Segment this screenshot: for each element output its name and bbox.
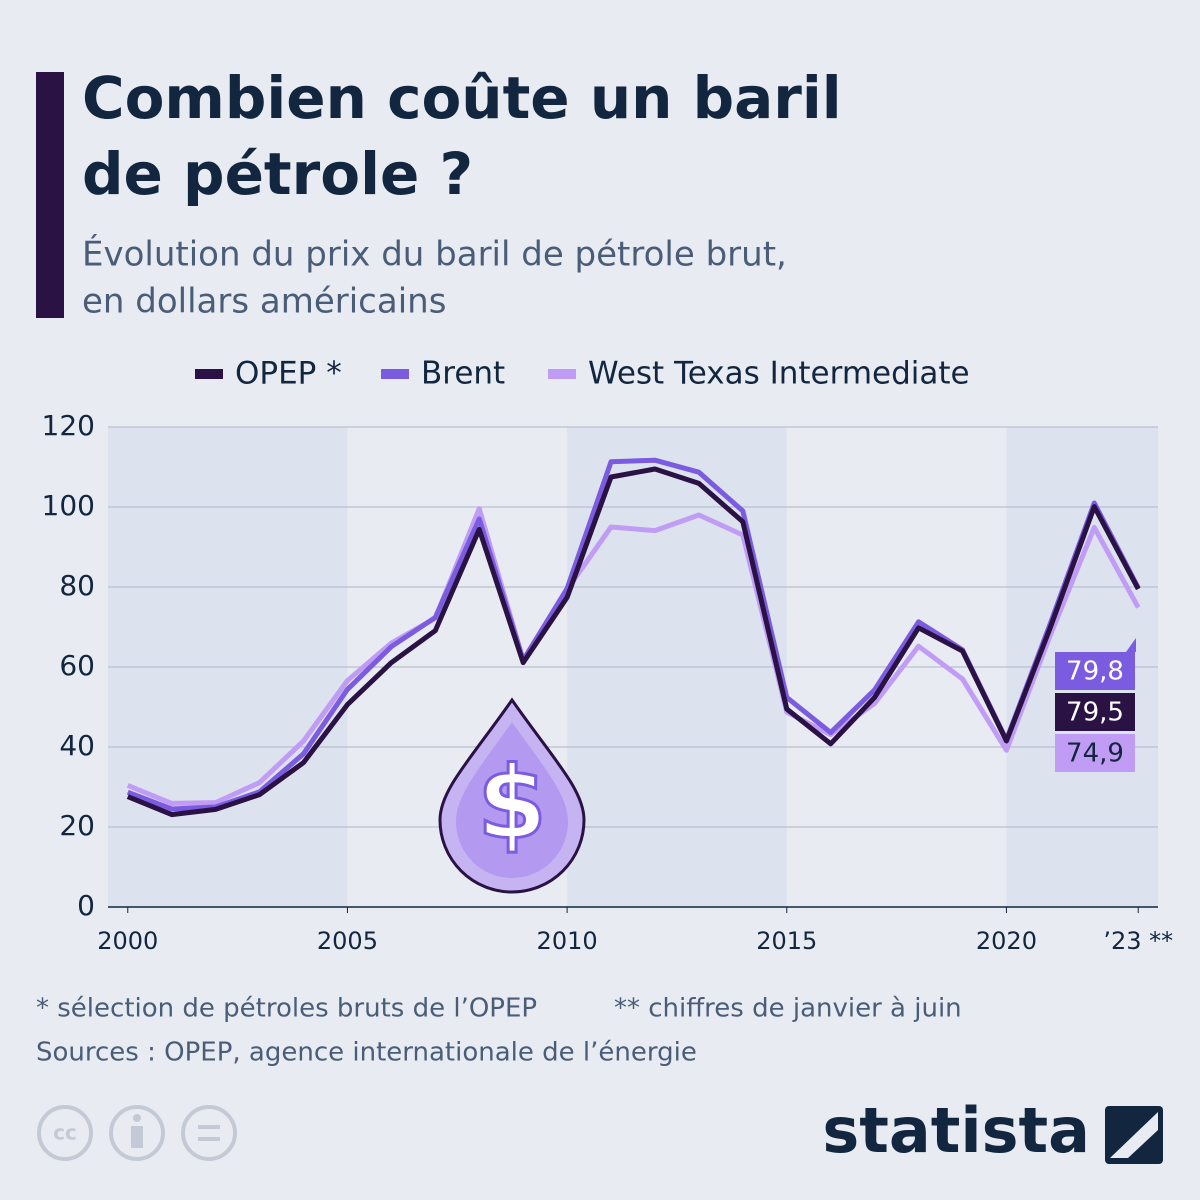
legend-swatch — [548, 369, 576, 379]
x-tick-label: 2015 — [756, 927, 817, 955]
value-label: 79,8 — [1066, 657, 1124, 687]
legend-swatch — [381, 369, 409, 379]
plot: 0 20 40 60 80 100 120 2000 2005 2010 2015 2020 ’23 *… — [42, 409, 1174, 955]
x-tick-label: 2000 — [97, 927, 158, 955]
x-tick-label: 2020 — [976, 927, 1037, 955]
x-tick-label: ’23 ** — [1103, 927, 1173, 955]
y-tick-label: 80 — [59, 569, 95, 602]
y-tick-label: 20 — [59, 809, 95, 842]
label-box — [1055, 693, 1135, 731]
value-label: 79,5 — [1066, 698, 1124, 728]
brand: statista — [822, 1094, 1090, 1167]
footnote: ** chiffres de janvier à juin — [614, 994, 962, 1024]
y-tick-label: 0 — [77, 889, 95, 922]
legend-swatch — [195, 369, 223, 379]
y-tick-label: 60 — [59, 649, 95, 682]
legend-label: West Texas Intermediate — [588, 356, 970, 392]
footnote: * sélection de pétroles bruts de l’OPEP — [36, 994, 537, 1024]
legend-label: Brent — [421, 356, 505, 392]
svg-text:cc: cc — [53, 1121, 77, 1145]
license-icons: cc — [37, 1105, 237, 1161]
label-box — [1055, 652, 1135, 690]
subtitle: Évolution du prix du baril de pétrole br… — [82, 234, 787, 275]
line — [126, 466, 1141, 818]
x-tick-label: 2005 — [317, 927, 378, 955]
droplet-icon: $ — [438, 697, 586, 894]
x-tick-label: 2010 — [537, 927, 598, 955]
legend-label: OPEP * — [235, 356, 342, 392]
source: Sources : OPEP, agence internationale de… — [36, 1038, 697, 1068]
brand-logo — [1105, 1106, 1163, 1164]
title-bar — [36, 72, 64, 318]
subtitle: en dollars américains — [82, 282, 446, 322]
y-tick-label: 120 — [42, 409, 95, 442]
y-tick-label: 100 — [42, 489, 95, 522]
line — [126, 506, 1141, 806]
label-pointer — [1126, 638, 1136, 652]
label-box — [1055, 734, 1135, 772]
droplet-inner — [456, 722, 568, 878]
chart-title: Combien coûte un baril de pétrole ? — [82, 64, 842, 208]
dollar-sign: $ — [477, 744, 547, 861]
value-label: 74,9 — [1066, 739, 1124, 769]
y-tick-label: 40 — [59, 729, 95, 762]
